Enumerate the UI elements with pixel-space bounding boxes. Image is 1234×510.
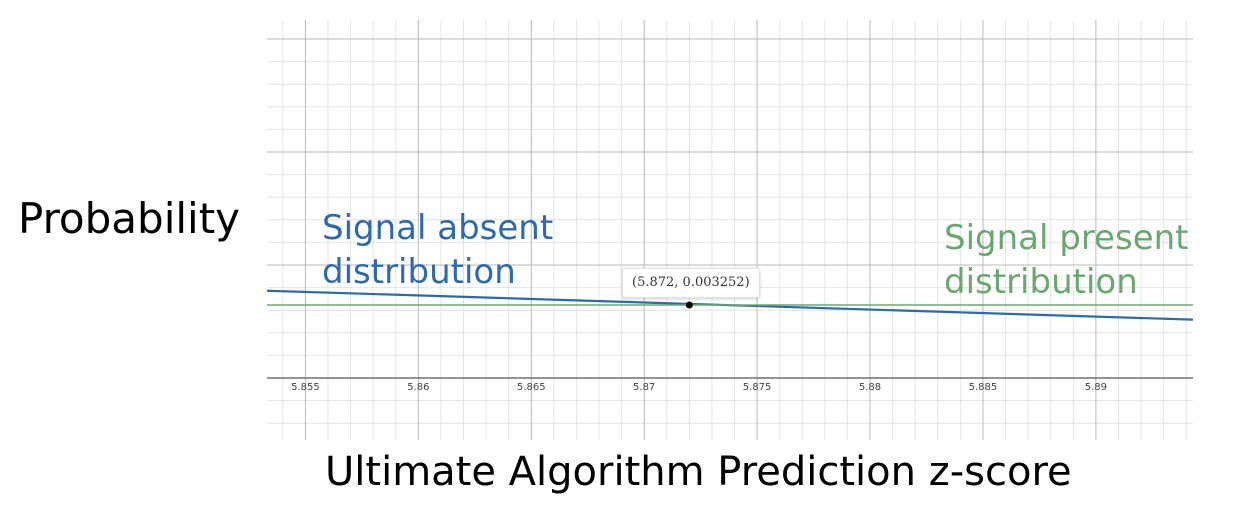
major-gridlines [267, 20, 1193, 440]
x-tick-label: 5.855 [291, 382, 320, 393]
x-tick-label: 5.88 [859, 382, 881, 393]
x-tick-labels: 5.855 5.86 5.865 5.87 5.875 5.88 5.885 5.89 [291, 382, 1107, 393]
signal-absent-label-line-2: distribution [322, 252, 516, 292]
intersection-points [685, 301, 693, 309]
signal-absent-label: Signal absent distribution [322, 206, 553, 294]
x-tick-label: 5.865 [517, 382, 546, 393]
signal-present-label: Signal present distribution [944, 216, 1189, 304]
minor-gridlines [267, 20, 1193, 440]
intersection-tooltip: (5.872, 0.003252) [622, 268, 760, 298]
x-tick-label: 5.86 [407, 382, 429, 393]
x-tick-label: 5.89 [1085, 382, 1107, 393]
x-tick-label: 5.875 [743, 382, 772, 393]
x-tick-label: 5.87 [633, 382, 655, 393]
signal-present-label-line-2: distribution [944, 262, 1138, 302]
x-axis-label: Ultimate Algorithm Prediction z-score [325, 449, 1072, 495]
signal-present-label-line-1: Signal present [944, 218, 1189, 258]
y-axis-label: Probability [18, 194, 241, 243]
intersection-point [685, 301, 693, 309]
signal-absent-label-line-1: Signal absent [322, 208, 554, 248]
series-lines [266, 289, 1194, 321]
x-tick-label: 5.885 [969, 382, 998, 393]
